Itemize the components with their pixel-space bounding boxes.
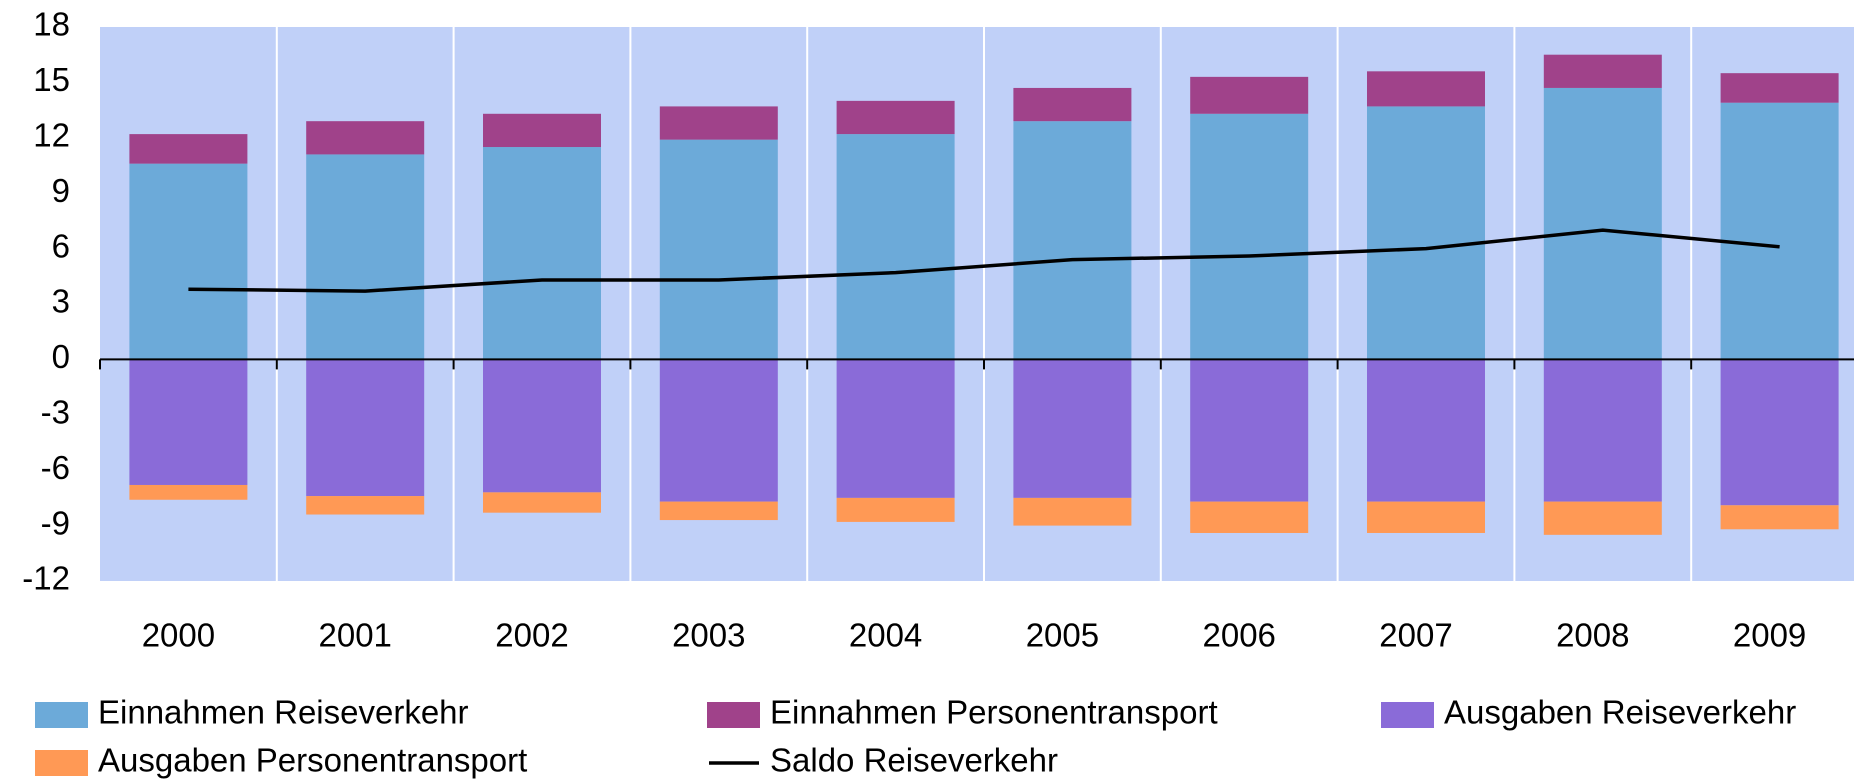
x-tick-label: 2003 — [672, 617, 745, 654]
bar — [659, 106, 778, 140]
bar — [306, 121, 425, 155]
x-tick-label: 2000 — [142, 617, 215, 654]
bar — [1367, 106, 1485, 360]
y-tick-label: 9 — [52, 172, 70, 209]
x-tick-label: 2006 — [1202, 617, 1275, 654]
bar — [1543, 501, 1662, 535]
bar — [306, 154, 425, 360]
y-tick-label: 3 — [52, 283, 70, 320]
y-tick-label: 12 — [33, 117, 70, 154]
bar — [1013, 87, 1132, 122]
x-tick-label: 2007 — [1379, 617, 1452, 654]
bar — [1190, 359, 1309, 502]
y-tick-label: 0 — [52, 338, 70, 375]
line — [188, 228, 1780, 293]
bar — [1543, 359, 1662, 502]
legend-swatch — [707, 702, 760, 728]
legend-label: Ausgaben Reiseverkehr — [1444, 694, 1796, 731]
bar — [1367, 71, 1485, 107]
x-tick-label: 2005 — [1026, 617, 1099, 654]
bar — [1013, 359, 1132, 498]
bar — [129, 163, 248, 360]
bar — [836, 100, 955, 135]
bar — [129, 359, 248, 485]
x-tick-label: 2001 — [318, 617, 391, 654]
y-tick-label: 6 — [52, 227, 70, 264]
legend-swatch — [35, 702, 88, 728]
legend-label: Einnahmen Reiseverkehr — [98, 694, 469, 731]
bar — [1190, 113, 1309, 360]
bar — [1720, 505, 1839, 530]
bar — [836, 359, 955, 498]
y-tick-label: -6 — [41, 449, 70, 486]
bar — [659, 139, 778, 360]
bar — [836, 497, 955, 522]
bar — [1720, 73, 1839, 103]
bar — [1013, 497, 1132, 526]
bar — [306, 496, 425, 515]
bar — [836, 134, 955, 360]
legend-label: Einnahmen Personentransport — [770, 694, 1218, 731]
x-tick-label: 2009 — [1733, 617, 1806, 654]
bar — [483, 113, 601, 148]
bar — [1543, 54, 1662, 88]
bar — [483, 492, 601, 513]
legend-label: Ausgaben Personentransport — [98, 742, 527, 779]
bar — [483, 359, 601, 493]
bar — [129, 134, 248, 164]
bar — [1190, 501, 1309, 533]
x-tick-label: 2004 — [849, 617, 922, 654]
bar — [1543, 87, 1662, 360]
y-tick-label: -12 — [22, 560, 70, 597]
bar — [1720, 359, 1839, 506]
y-tick-label: -3 — [41, 394, 70, 431]
bar — [129, 484, 248, 500]
x-tick-label: 2008 — [1556, 617, 1629, 654]
bar — [1367, 501, 1485, 533]
bar — [1013, 121, 1132, 360]
bar — [1367, 359, 1485, 502]
bar — [1190, 76, 1309, 114]
y-tick-label: 18 — [33, 6, 70, 43]
y-tick-label: -9 — [41, 504, 70, 541]
legend-swatch — [35, 750, 88, 776]
bar — [659, 501, 778, 521]
bar — [1720, 102, 1839, 360]
legend-swatch — [1381, 702, 1434, 728]
y-tick-label: 15 — [33, 61, 70, 98]
x-tick-label: 2002 — [495, 617, 568, 654]
bar — [659, 359, 778, 502]
bar — [306, 359, 425, 497]
bar — [483, 147, 601, 360]
legend-label: Saldo Reiseverkehr — [770, 742, 1058, 779]
